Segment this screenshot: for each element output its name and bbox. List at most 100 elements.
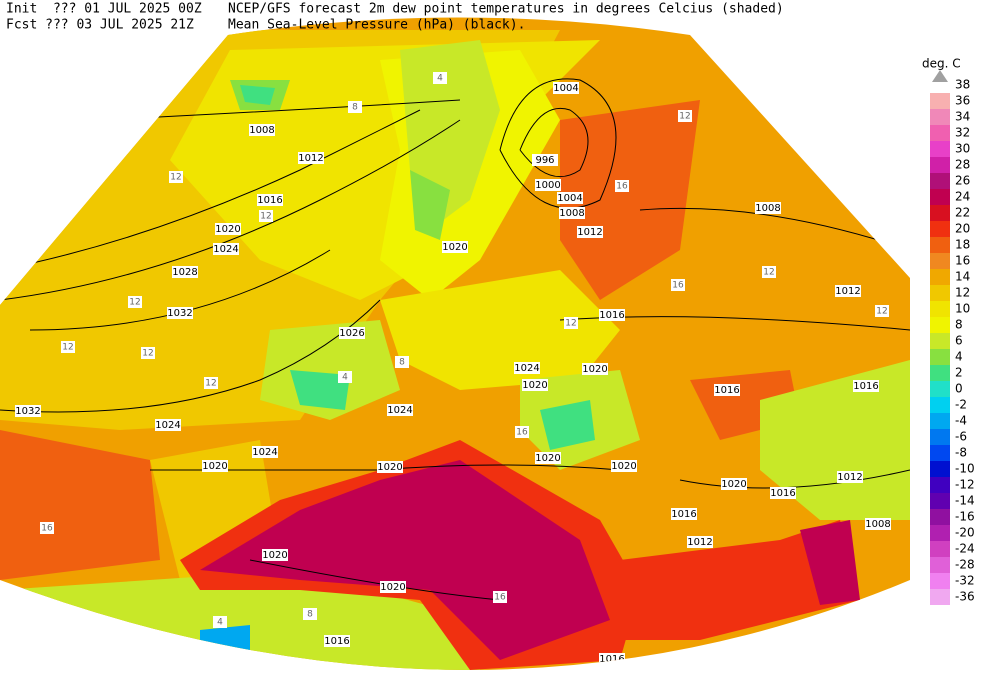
colorbar-swatch [930,557,950,573]
colorbar-swatch [930,461,950,477]
colorbar-label: -14 [955,494,975,508]
isobar-label-bg [249,124,275,136]
isobar-label: 1032 [167,308,192,319]
colorbar-label: 12 [955,286,970,300]
isobar-label-bg [835,285,861,297]
colorbar-swatch [930,477,950,493]
colorbar-swatch [930,269,950,285]
shade-region [200,625,250,660]
shade-region [200,460,610,660]
temp-label-bg [493,591,507,603]
shade-region [540,400,595,450]
colorbar-swatch [930,429,950,445]
isobar-label: 1012 [687,537,712,548]
isobar-label-bg [257,194,283,206]
isobar-label: 1026 [339,328,364,339]
isobar-label-bg [611,460,637,472]
temp-label-bg [141,347,155,359]
isobar-label-bg [514,362,540,374]
isobar [0,109,421,271]
init-line: Init ??? 01 JUL 2025 00Z [6,2,202,17]
isobar-label-bg [770,487,796,499]
colorbar-label: -8 [955,446,967,460]
temp-label-bg [128,296,142,308]
isobar-label-bg [167,307,193,319]
colorbar-swatch [930,349,950,365]
colorbar-label: -6 [955,430,967,444]
isobar-label-bg [15,405,41,417]
colorbar-swatch [930,445,950,461]
isobar-label-bg [262,549,288,561]
colorbar-label: -4 [955,414,967,428]
isobar-label: 1024 [252,447,277,458]
temp-label-bg [875,305,889,317]
colorbar-swatch [930,413,950,429]
temp-label-bg [259,210,273,222]
colorbar-swatch [930,157,950,173]
isobar-label-bg [853,380,879,392]
colorbar-swatch [930,141,950,157]
colorbar-label: 30 [955,142,970,156]
colorbar-swatch [930,493,950,509]
colorbar-label: -32 [955,574,975,588]
isobar-label: 1012 [298,153,323,164]
isobar-label-bg [599,309,625,321]
colorbar-swatch [930,301,950,317]
isobar-label: 1016 [770,488,795,499]
temp-label-bg [338,371,352,383]
isobar-label: 1028 [172,267,197,278]
temp-label: 16 [516,428,528,438]
colorbar-title: deg. C [922,57,961,71]
colorbar-label: 8 [955,318,963,332]
isobar-label: 1020 [522,380,547,391]
isobar-label: 1020 [442,242,467,253]
isobar-label: 1000 [535,180,560,191]
shade-region [260,320,400,420]
colorbar-swatch [930,205,950,221]
colorbar-label: 22 [955,206,970,220]
colorbar-swatch [930,573,950,589]
shade-region [410,170,450,240]
title: NCEP/GFS forecast 2m dew point temperatu… [228,2,784,17]
colorbar-swatch [930,333,950,349]
isobar-label: 1024 [387,405,412,416]
colorbar-label: 6 [955,334,963,348]
temp-label-bg [169,171,183,183]
temp-label: 12 [205,379,216,389]
isobar-label: 1008 [559,208,584,219]
isobar [0,119,461,301]
colorbar-label: 32 [955,126,970,140]
temp-label-bg [204,377,218,389]
colorbar-label: -12 [955,478,975,492]
temp-label-bg [213,616,227,628]
shade-region [240,85,275,105]
temp-label-bg [303,608,317,620]
isobar-label: 1008 [865,519,890,530]
colorbar-label: -36 [955,590,975,604]
isobar-label-bg [557,192,583,204]
isobar-label: 1012 [837,472,862,483]
colorbar-label: 26 [955,174,970,188]
temp-label: 12 [260,212,271,222]
isobar-label-bg [865,518,891,530]
isobar-label-bg [387,404,413,416]
isobar-label: 1024 [155,420,180,431]
isobar-label: 1020 [582,364,607,375]
isobar-label: 1020 [535,453,560,464]
isobar-label-bg [687,536,713,548]
temp-label: 16 [616,182,628,192]
colorbar-label: 14 [955,270,970,284]
colorbar-swatch [930,589,950,605]
colorbar-swatch [930,365,950,381]
colorbar-label: 4 [955,350,963,364]
colorbar-label: 10 [955,302,970,316]
temp-label: 12 [142,349,153,359]
subtitle: Mean Sea-Level Pressure (hPa) (black). [228,18,525,33]
isobar-label-bg [380,581,406,593]
isobar-label: 1020 [202,461,227,472]
isobar-label-bg [155,419,181,431]
isobar [499,78,617,209]
colorbar-label: 20 [955,222,970,236]
shade-region [620,520,860,640]
